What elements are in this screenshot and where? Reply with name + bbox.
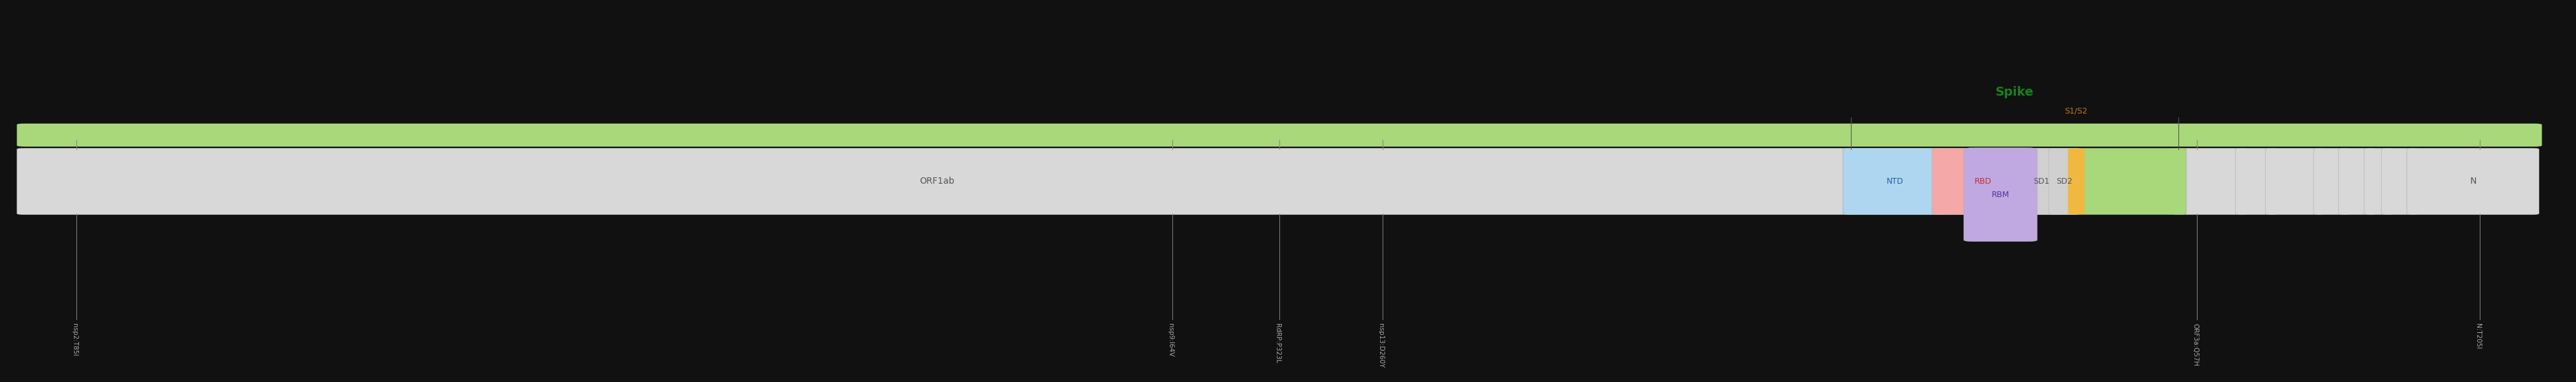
Text: nsp9:I64V: nsp9:I64V (1167, 323, 1175, 357)
Text: ORF3a:Q57H: ORF3a:Q57H (2192, 323, 2197, 366)
FancyBboxPatch shape (2406, 148, 2540, 215)
FancyBboxPatch shape (18, 148, 1857, 215)
FancyBboxPatch shape (2365, 148, 2393, 215)
FancyBboxPatch shape (1932, 148, 2035, 215)
FancyBboxPatch shape (2020, 148, 2063, 215)
Text: RdRP:P323L: RdRP:P323L (1275, 323, 1280, 363)
Text: SD1: SD1 (2032, 177, 2050, 186)
FancyBboxPatch shape (2069, 149, 2084, 214)
Text: nsp13:D260Y: nsp13:D260Y (1378, 323, 1383, 367)
FancyBboxPatch shape (1963, 148, 2038, 241)
FancyBboxPatch shape (2048, 148, 2081, 215)
Text: NTD: NTD (1886, 177, 1904, 186)
Text: ORF1ab: ORF1ab (920, 177, 956, 186)
FancyBboxPatch shape (2313, 148, 2349, 215)
Text: nsp2:T85I: nsp2:T85I (72, 323, 77, 356)
FancyBboxPatch shape (2380, 148, 2419, 215)
Text: S1/S2: S1/S2 (2063, 107, 2087, 115)
FancyBboxPatch shape (2172, 148, 2246, 215)
FancyBboxPatch shape (2236, 148, 2277, 215)
FancyBboxPatch shape (2339, 148, 2375, 215)
FancyBboxPatch shape (18, 123, 2543, 147)
FancyBboxPatch shape (2264, 148, 2324, 215)
FancyBboxPatch shape (1842, 148, 1947, 215)
Text: Spike: Spike (1996, 86, 2032, 98)
Text: RBM: RBM (1991, 191, 2009, 199)
Text: RBD: RBD (1976, 177, 1991, 186)
Text: SD2: SD2 (2056, 177, 2074, 186)
Text: N:T205I: N:T205I (2476, 323, 2481, 349)
Text: N: N (2470, 177, 2476, 186)
FancyBboxPatch shape (1842, 148, 2187, 215)
